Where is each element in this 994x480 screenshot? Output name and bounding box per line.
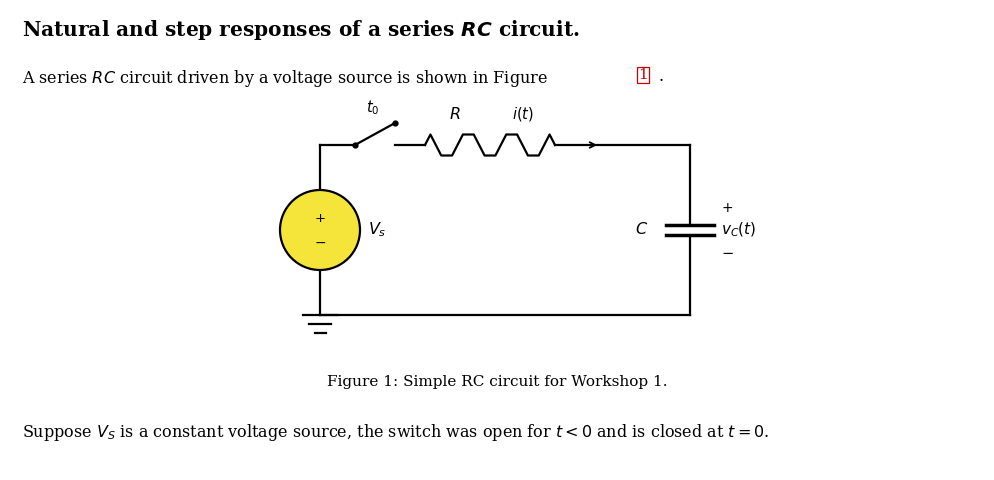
Text: $+$: $+$ [721,201,733,215]
Text: .: . [657,68,662,85]
Text: $+$: $+$ [314,212,325,225]
Text: $C$: $C$ [634,221,647,239]
Circle shape [279,190,360,270]
Text: Figure 1: Simple RC circuit for Workshop 1.: Figure 1: Simple RC circuit for Workshop… [327,375,667,389]
Text: $v_C(t)$: $v_C(t)$ [721,221,755,239]
Text: $R$: $R$ [448,106,460,123]
Text: $t_0$: $t_0$ [366,98,380,117]
Text: Natural and step responses of a series $\boldsymbol{RC}$ circuit.: Natural and step responses of a series $… [22,18,580,42]
Text: $V_s$: $V_s$ [368,221,386,240]
Text: $i(t)$: $i(t)$ [512,105,534,123]
Text: 1: 1 [637,68,647,82]
Text: A series $RC$ circuit driven by a voltage source is shown in Figure: A series $RC$ circuit driven by a voltag… [22,68,549,89]
Text: Suppose $V_S$ is a constant voltage source, the switch was open for $t < 0$ and : Suppose $V_S$ is a constant voltage sour… [22,422,768,443]
Text: $-$: $-$ [721,245,733,259]
Text: $-$: $-$ [313,235,326,249]
